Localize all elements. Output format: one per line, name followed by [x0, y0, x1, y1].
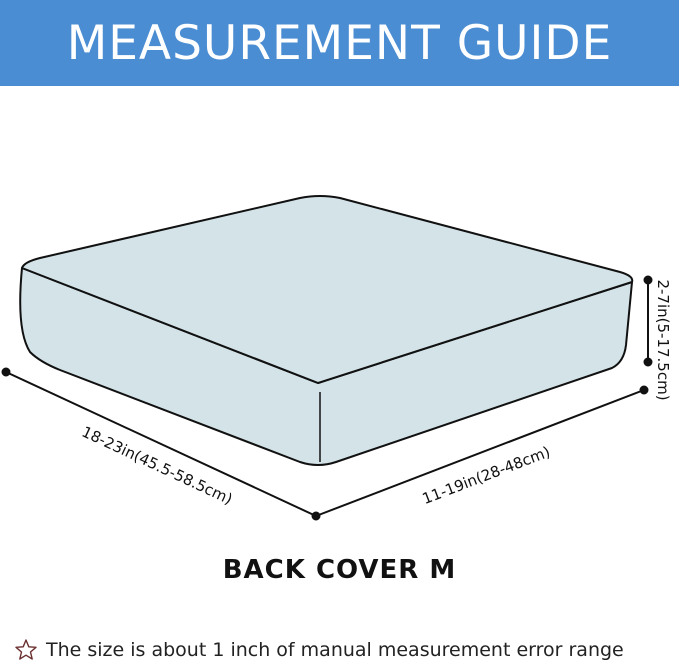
dimension-endpoint — [643, 275, 653, 285]
dimension-endpoint — [639, 385, 649, 395]
header-banner: MEASUREMENT GUIDE — [0, 0, 679, 86]
measurement-note: The size is about 1 inch of manual measu… — [14, 638, 624, 662]
width-label: 11-19in(28-48cm) — [420, 443, 553, 508]
width-dimension-line — [315, 389, 645, 517]
note-text: The size is about 1 inch of manual measu… — [46, 639, 624, 661]
height-label: 2-7in(5-17.5cm) — [654, 279, 672, 400]
cushion-front-faces — [19, 267, 633, 466]
page-title: MEASUREMENT GUIDE — [66, 15, 613, 71]
star-outline-icon — [15, 639, 37, 660]
dimension-endpoint — [643, 357, 653, 367]
dimension-endpoint — [1, 367, 11, 377]
dimension-endpoint — [311, 511, 321, 521]
length-label: 18-23in(45.5-58.5cm) — [79, 423, 235, 509]
length-dimension-line — [5, 371, 317, 517]
model-label: BACK COVER M — [222, 555, 457, 585]
cushion-top-face — [21, 195, 634, 384]
